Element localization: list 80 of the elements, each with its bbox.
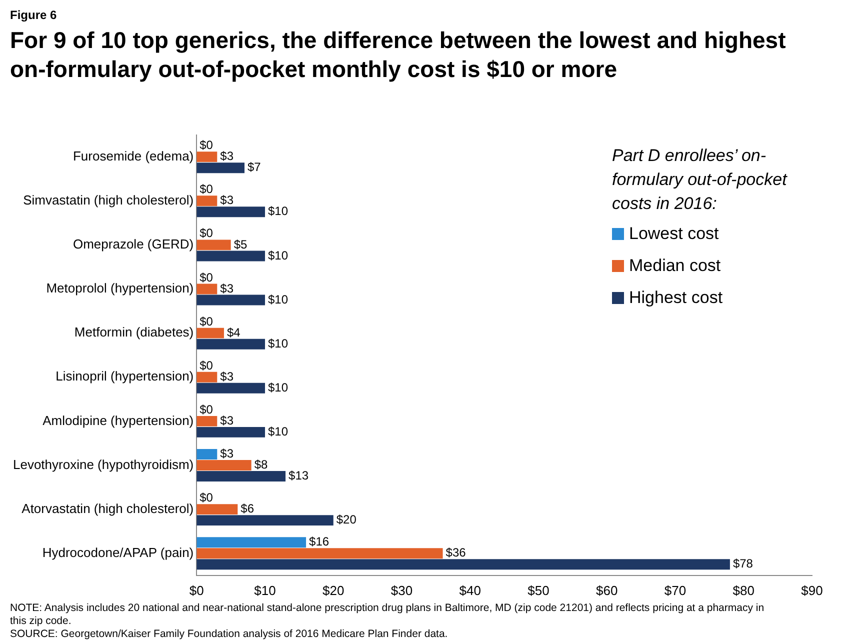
y-tick-label: Amlodipine (hypertension) bbox=[42, 412, 194, 428]
data-label: $20 bbox=[336, 512, 357, 527]
data-label: $3 bbox=[220, 149, 234, 164]
y-tick-label: Furosemide (edema) bbox=[72, 148, 194, 164]
data-label: $10 bbox=[268, 336, 288, 350]
legend-label: Lowest cost bbox=[629, 224, 719, 244]
data-label: $0 bbox=[200, 358, 214, 372]
bar bbox=[196, 449, 218, 460]
y-tick-label: Hydrocodone/APAP (pain) bbox=[42, 544, 194, 560]
data-label: $0 bbox=[200, 226, 214, 240]
data-label: $78 bbox=[732, 556, 754, 571]
data-label: $10 bbox=[268, 424, 288, 439]
data-label: $4 bbox=[226, 325, 241, 340]
bar bbox=[196, 250, 266, 262]
bar bbox=[196, 196, 218, 206]
source-note: SOURCE: Georgetown/Kaiser Family Foundation analysis of 2016 Medicare Plan Finder data. bbox=[10, 628, 449, 641]
data-label: $3 bbox=[220, 193, 234, 208]
bar bbox=[196, 162, 244, 174]
bar bbox=[196, 537, 306, 548]
data-label: $3 bbox=[220, 446, 234, 461]
data-label: $16 bbox=[309, 534, 330, 549]
data-label: $8 bbox=[254, 458, 268, 472]
x-tick-label: $50 bbox=[528, 582, 550, 598]
x-tick-label: $90 bbox=[801, 582, 823, 598]
data-label: $10 bbox=[268, 380, 288, 394]
bar bbox=[196, 284, 218, 294]
bar bbox=[196, 426, 266, 438]
x-tick-label: $40 bbox=[459, 582, 481, 598]
bar bbox=[196, 460, 252, 470]
bar bbox=[196, 240, 231, 250]
bar bbox=[196, 382, 266, 394]
data-label: $3 bbox=[220, 369, 234, 384]
text: NOTE: Analysis includes 20 national and near-national stand-alone prescription drug plans in Baltimore, MD (zip code 21201) and reflects pricing at a pharmacy in this zip code. bbox=[10, 602, 766, 628]
bar bbox=[196, 294, 266, 306]
data-label: $3 bbox=[220, 414, 234, 428]
bar bbox=[196, 328, 224, 338]
bar bbox=[196, 206, 266, 218]
bar bbox=[196, 338, 266, 350]
data-label: $0 bbox=[200, 182, 214, 196]
data-label: $0 bbox=[200, 314, 214, 328]
y-tick-label: Metformin (diabetes) bbox=[74, 324, 194, 340]
bar bbox=[196, 559, 730, 570]
bar bbox=[196, 548, 443, 559]
legend-label: Highest cost bbox=[629, 288, 723, 308]
y-tick-label: Omeprazole (GERD) bbox=[72, 236, 194, 252]
data-label: $36 bbox=[446, 546, 466, 560]
data-label: $10 bbox=[268, 292, 288, 306]
y-tick-label: Atorvastatin (high cholesterol) bbox=[22, 500, 194, 516]
x-tick-label: $30 bbox=[390, 582, 413, 598]
x-tick-label: $20 bbox=[322, 582, 344, 598]
x-tick-label: $0 bbox=[189, 582, 204, 598]
x-tick-label: $70 bbox=[664, 582, 686, 598]
data-label: $0 bbox=[200, 270, 214, 284]
y-tick-label: Levothyroxine (hypothyroidism) bbox=[12, 456, 194, 472]
bar bbox=[196, 471, 286, 482]
legend-label: Median cost bbox=[629, 256, 721, 276]
x-tick-label: $10 bbox=[254, 582, 276, 598]
data-label: $13 bbox=[288, 468, 309, 483]
legend-title: Part D enrollees’ on-formulary out-of-pocket costs in 2016: bbox=[612, 145, 788, 215]
data-label: $3 bbox=[220, 281, 234, 296]
bar bbox=[196, 372, 218, 382]
y-tick-label: Metoprolol (hypertension) bbox=[46, 280, 194, 296]
x-tick-label: $60 bbox=[596, 582, 618, 598]
x-tick-label: $80 bbox=[732, 582, 754, 598]
data-label: $10 bbox=[268, 248, 288, 262]
data-label: $6 bbox=[240, 502, 254, 516]
y-tick-label: Simvastatin (high cholesterol) bbox=[23, 192, 194, 208]
data-label: $5 bbox=[234, 237, 248, 252]
chart-title: For 9 of 10 top generics, the difference between the lowest and highest on-formulary out-of-pocket monthly cost is $10 or more bbox=[10, 26, 787, 84]
data-label: $0 bbox=[200, 402, 214, 416]
y-tick-label: Lisinopril (hypertension) bbox=[56, 368, 194, 384]
bar bbox=[196, 515, 334, 526]
bar bbox=[196, 416, 218, 426]
data-label: $10 bbox=[268, 204, 288, 218]
bar bbox=[196, 504, 238, 515]
data-label: $7 bbox=[247, 160, 262, 174]
bar bbox=[196, 152, 218, 162]
data-label: $0 bbox=[200, 490, 214, 505]
caption: Figure 6 bbox=[10, 8, 57, 22]
data-label: $0 bbox=[200, 138, 214, 152]
